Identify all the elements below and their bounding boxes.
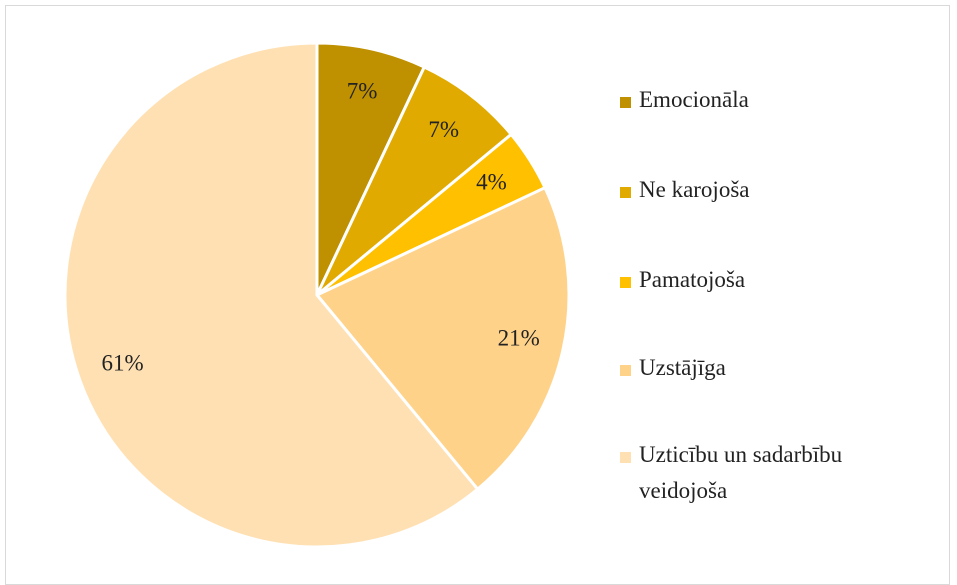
legend-label: Uzstājīga — [639, 355, 726, 380]
pie-slice — [63, 41, 480, 549]
legend-swatch — [620, 452, 631, 463]
data-label: 7% — [428, 117, 459, 142]
legend-item: Uzticību un sadarbību veidojoša — [620, 442, 929, 509]
legend-label: Ne karojoša — [639, 177, 750, 202]
legend-label: Pamatojoša — [639, 267, 746, 292]
data-label: 4% — [476, 170, 507, 195]
data-label: 21% — [498, 325, 540, 350]
legend-swatch — [620, 187, 631, 198]
legend-label: Uzticību un sadarbību veidojoša — [639, 442, 843, 503]
pie-slice — [315, 64, 514, 297]
data-label: 7% — [347, 79, 378, 104]
chart: 7% 7% 4% 21% 61% Emocionāla Ne karojoša Pamato… — [5, 5, 950, 585]
legend-swatch — [620, 277, 631, 288]
legend-item: Pamatojoša — [620, 267, 929, 298]
data-label: 61% — [101, 350, 143, 375]
legend-label: Emocionāla — [639, 87, 749, 112]
legend-item: Emocionāla — [620, 87, 929, 118]
pie: 7% 7% 4% 21% 61% — [63, 41, 571, 549]
legend-item: Ne karojoša — [620, 177, 929, 208]
legend-swatch — [620, 365, 631, 376]
legend-item: Uzstājīga — [620, 355, 929, 386]
legend-swatch — [620, 97, 631, 108]
pie-slice — [314, 185, 571, 492]
pie-slice — [315, 41, 427, 296]
